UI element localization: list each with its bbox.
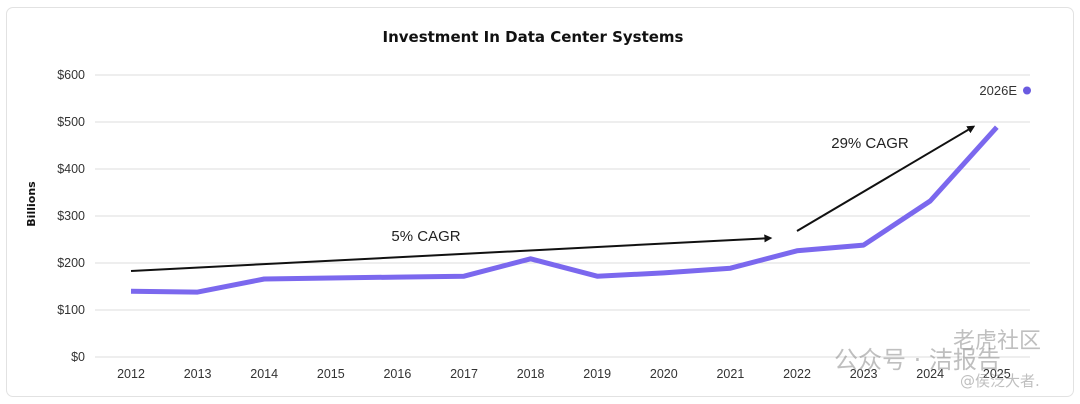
x-tick-label: 2023 [850,367,878,381]
y-tick-label: $500 [57,115,85,129]
y-tick-label: $300 [57,209,85,223]
x-tick-label: 2018 [517,367,545,381]
x-tick-label: 2015 [317,367,345,381]
y-tick-label: $200 [57,256,85,270]
estimate-point-marker [1023,86,1031,95]
y-tick-label: $400 [57,162,85,176]
x-tick-label: 2012 [117,367,145,381]
y-axis-label: Billions [25,181,38,227]
x-tick-label: 2020 [650,367,678,381]
x-tick-label: 2021 [716,367,744,381]
estimate-point-label: 2026E [979,83,1017,98]
annotations: 5% CAGR 29% CAGR [130,125,976,272]
x-tick-label: 2019 [583,367,611,381]
x-tick-label: 2014 [250,367,278,381]
cagr-label: 5% CAGR [391,228,460,245]
x-tick-label: 2017 [450,367,478,381]
legend: 2026E [979,83,1031,98]
cagr-arrow [130,234,773,272]
y-tick-label: $0 [71,350,85,364]
series-line [130,125,999,295]
x-tick-label: 2022 [783,367,811,381]
x-tick-label: 2025 [983,367,1011,381]
x-tick-label: 2013 [184,367,212,381]
series-group [130,125,999,295]
y-tick-label: $600 [57,68,85,82]
chart-title: Investment In Data Center Systems [383,28,684,46]
watermark-line2: @侯泛大者. [960,372,1040,390]
x-axis-ticks: 2012 2013 2014 2015 2016 2017 2018 2019 2020 2021… [117,367,1011,381]
y-axis-ticks: $0 $100 $200 $300 $400 $500 $600 [57,68,85,364]
watermark: 公众号 · 洁报告 @侯泛大者. 老虎社区 [834,329,1041,390]
x-tick-label: 2016 [383,367,411,381]
chart-card [6,7,1074,397]
cagr-arrow [796,125,976,232]
x-tick-label: 2024 [916,367,944,381]
gridlines [95,74,1030,358]
y-tick-label: $100 [57,303,85,317]
cagr-label: 29% CAGR [831,135,909,152]
watermark-line3: 老虎社区 [953,329,1041,354]
watermark-line1: 公众号 · 洁报告 [834,346,1001,374]
